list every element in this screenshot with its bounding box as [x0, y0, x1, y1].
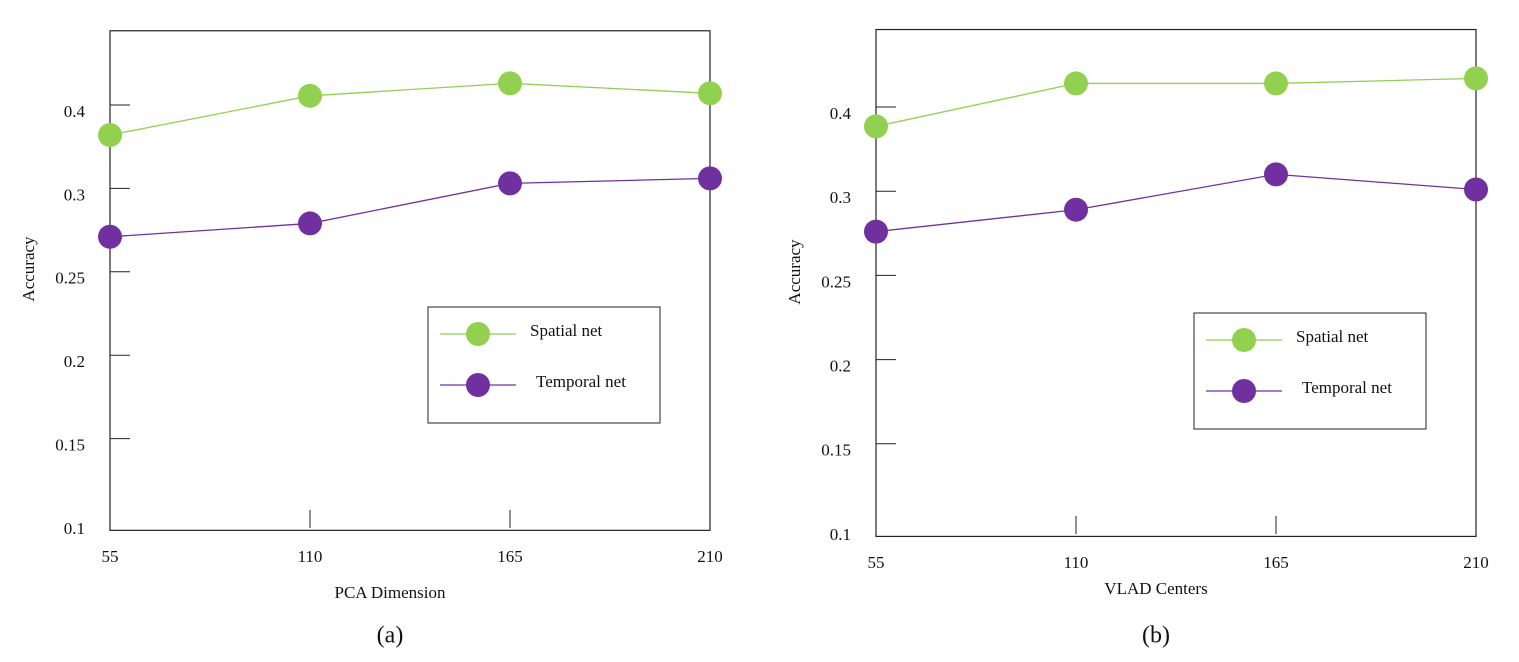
marker	[864, 219, 888, 244]
legend-box	[427, 306, 661, 424]
y-tick-label: 0.4	[830, 104, 852, 123]
x-tick-label: 55	[102, 547, 119, 566]
legend-label: Spatial net	[530, 321, 603, 340]
series-line	[875, 77, 1477, 128]
x-tick-label: 165	[497, 547, 523, 566]
y-tick-label: 0.3	[830, 188, 851, 207]
series-line	[109, 82, 711, 136]
marker	[698, 81, 722, 106]
legend-label: Temporal net	[536, 372, 626, 391]
plot-frame	[875, 28, 1477, 538]
x-tick-label: 210	[697, 547, 723, 566]
x-tick-label: 165	[1263, 553, 1289, 572]
marker	[498, 71, 522, 96]
marker	[1264, 71, 1288, 96]
marker	[1064, 71, 1088, 96]
legend-marker	[1232, 328, 1256, 352]
x-axis-label: VLAD Centers	[1104, 579, 1207, 598]
marker	[864, 114, 888, 139]
y-tick-label: 0.25	[55, 269, 85, 288]
legend-box	[1193, 312, 1427, 430]
legend-marker	[466, 322, 490, 346]
marker	[1264, 162, 1288, 187]
y-tick-label: 0.1	[830, 525, 851, 544]
marker	[1464, 66, 1488, 91]
y-tick-label: 0.1	[64, 519, 85, 538]
marker	[298, 211, 322, 236]
legend-marker	[466, 373, 490, 397]
y-tick-label: 0.15	[821, 441, 851, 460]
marker	[498, 171, 522, 196]
y-tick-label: 0.3	[64, 185, 85, 204]
legend-marker	[1232, 379, 1256, 403]
marker	[1464, 177, 1488, 202]
y-tick-label: 0.15	[55, 436, 85, 455]
y-axis-label: Accuracy	[785, 239, 804, 305]
y-tick-label: 0.25	[821, 272, 851, 291]
legend-label: Temporal net	[1302, 378, 1392, 397]
legend-label: Spatial net	[1296, 327, 1369, 346]
caption: (b)	[1142, 623, 1170, 649]
series-line	[875, 173, 1477, 233]
series-line	[109, 177, 711, 238]
plot-frame	[109, 30, 711, 531]
marker	[298, 83, 322, 108]
marker	[1064, 197, 1088, 222]
x-tick-label: 210	[1463, 553, 1489, 572]
y-axis-label: Accuracy	[19, 236, 38, 302]
x-axis-label: PCA Dimension	[335, 583, 446, 602]
marker	[98, 123, 122, 148]
caption: (a)	[377, 623, 404, 649]
marker	[98, 224, 122, 249]
x-tick-label: 110	[298, 547, 323, 566]
y-tick-label: 0.2	[830, 357, 851, 376]
x-tick-label: 55	[868, 553, 885, 572]
x-tick-label: 110	[1064, 553, 1089, 572]
y-tick-label: 0.4	[64, 102, 86, 121]
marker	[698, 166, 722, 191]
y-tick-label: 0.2	[64, 352, 85, 371]
